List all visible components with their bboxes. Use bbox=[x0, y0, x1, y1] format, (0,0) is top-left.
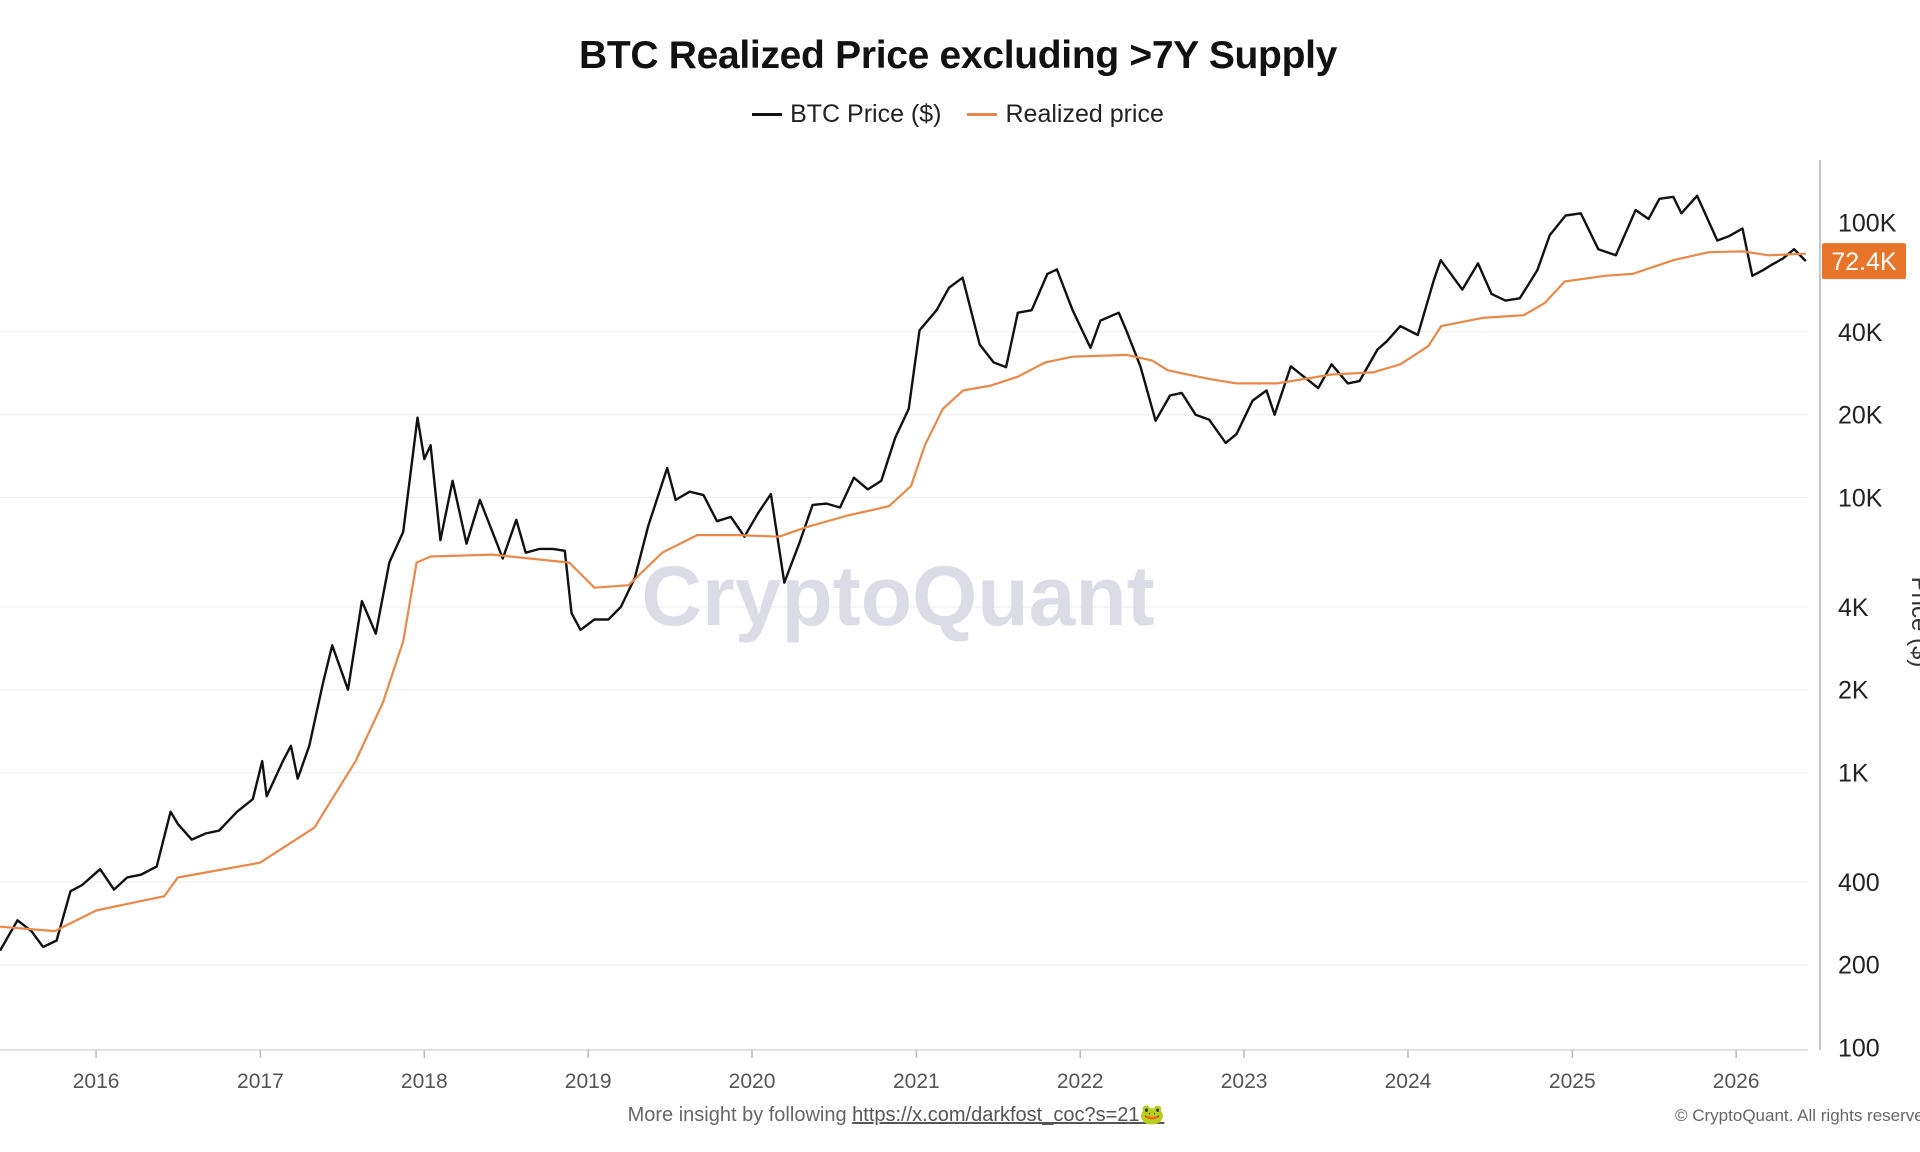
x-axis-ticks: 2016 2017 2018 2019 2020 2021 2022 2023 2024 2025… bbox=[73, 1050, 1760, 1093]
last-value-badge-bg bbox=[1822, 243, 1906, 280]
x-tick-label: 2020 bbox=[729, 1070, 776, 1093]
footer-link[interactable]: https://x.com/darkfost_coc?s=21🐸 bbox=[852, 1104, 1164, 1126]
x-tick-label: 2026 bbox=[1713, 1070, 1760, 1093]
y-tick-label: 100K bbox=[1838, 210, 1897, 238]
legend-label-btc-price: BTC Price ($) bbox=[790, 100, 942, 128]
y-axis-ticks: 100K 40K 20K 10K 4K 2K 1K 400 200 100 bbox=[1838, 210, 1897, 1063]
realized-price-line bbox=[0, 250, 1806, 933]
frog-emoji-icon: 🐸 bbox=[1139, 1104, 1165, 1126]
legend-swatch-btc-price bbox=[752, 113, 783, 116]
y-tick-label: 2K bbox=[1838, 677, 1869, 705]
legend-label-realized-price: Realized price bbox=[1005, 100, 1164, 128]
y-tick-label: 20K bbox=[1838, 402, 1883, 430]
x-tick-label: 2024 bbox=[1385, 1070, 1432, 1093]
x-tick-label: 2022 bbox=[1057, 1070, 1104, 1093]
y-tick-label: 1K bbox=[1838, 760, 1869, 788]
chart-title: BTC Realized Price excluding >7Y Supply bbox=[578, 34, 1338, 77]
footer-text: More insight by following bbox=[627, 1104, 847, 1126]
series-lines bbox=[0, 194, 1807, 952]
y-tick-label: 200 bbox=[1838, 952, 1880, 980]
grid-lines bbox=[0, 331, 1808, 966]
chart-legend: BTC Price ($) Realized price bbox=[0, 100, 1916, 129]
y-tick-label: 10K bbox=[1838, 485, 1883, 513]
y-tick-label: 400 bbox=[1838, 869, 1880, 897]
y-tick-label: 100 bbox=[1838, 1035, 1880, 1063]
legend-item-realized-price[interactable]: Realized price bbox=[967, 100, 1164, 129]
y-axis-label: Price ($) bbox=[1906, 577, 1920, 668]
x-tick-label: 2018 bbox=[401, 1070, 448, 1093]
btc-price-line bbox=[0, 194, 1807, 952]
x-tick-label: 2017 bbox=[237, 1070, 284, 1093]
legend-item-btc-price[interactable]: BTC Price ($) bbox=[752, 100, 941, 129]
y-tick-label: 40K bbox=[1838, 319, 1883, 347]
footer-link-url: https://x.com/darkfost_coc?s=21 bbox=[852, 1104, 1140, 1126]
legend-swatch-realized-price bbox=[967, 113, 998, 116]
x-tick-label: 2023 bbox=[1221, 1070, 1268, 1093]
x-tick-label: 2016 bbox=[73, 1070, 120, 1093]
x-tick-label: 2021 bbox=[893, 1070, 940, 1093]
footer-note: More insight by following https://x.com/… bbox=[0, 1102, 1792, 1127]
last-value-badge-label: 72.4K bbox=[1831, 248, 1897, 276]
y-tick-label: 4K bbox=[1838, 594, 1869, 622]
last-value-badge: 72.4K bbox=[1822, 243, 1906, 280]
copyright-notice: © CryptoQuant. All rights reserved. bbox=[1675, 1106, 1920, 1125]
watermark-text: CryptoQuant bbox=[641, 549, 1154, 643]
x-tick-label: 2019 bbox=[565, 1070, 612, 1093]
x-tick-label: 2025 bbox=[1549, 1070, 1596, 1093]
